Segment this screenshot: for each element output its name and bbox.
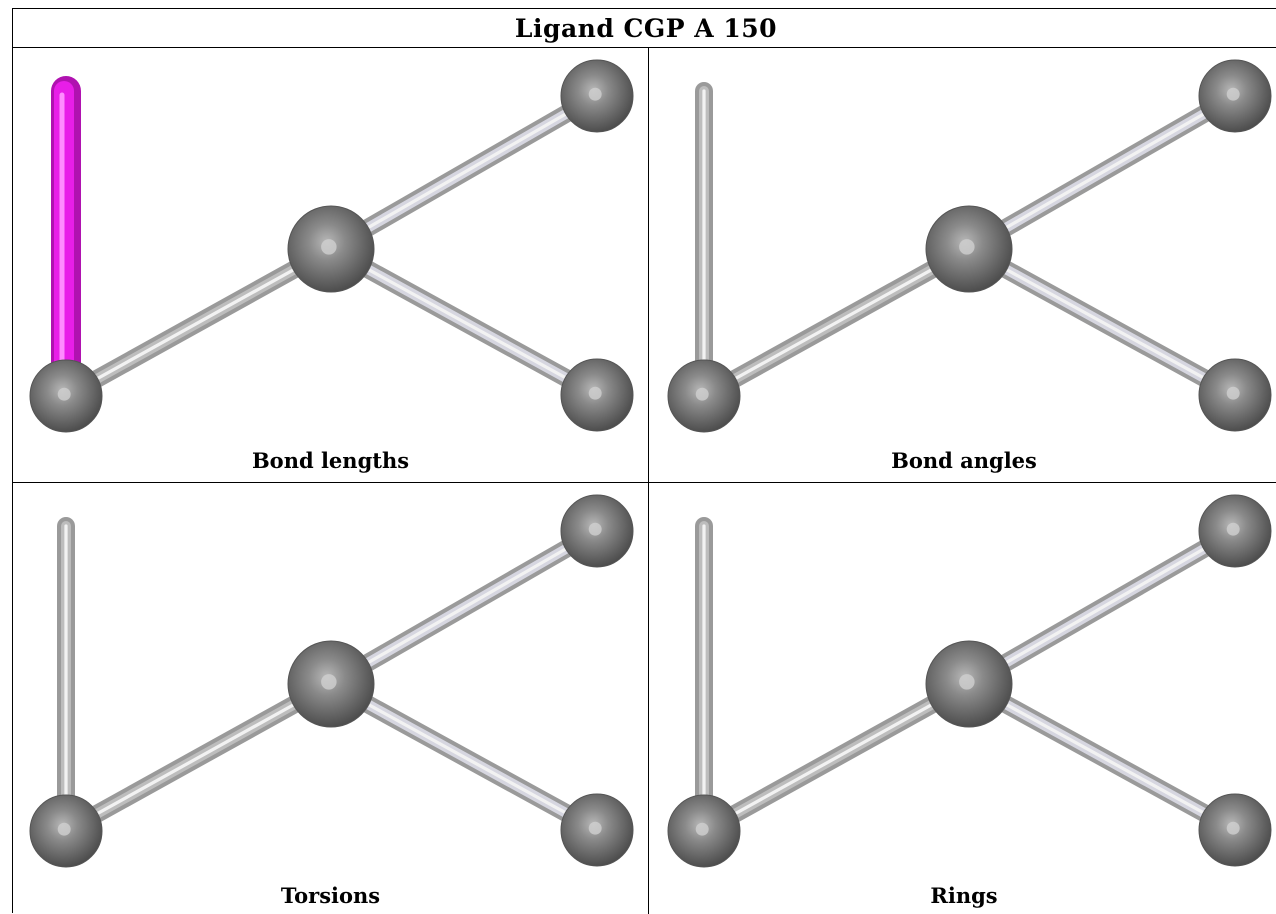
panel-caption: Rings	[930, 883, 998, 908]
atom	[560, 358, 634, 432]
atom	[667, 359, 741, 433]
bond	[695, 240, 978, 405]
panel-bond-lengths: Bond lengths	[13, 48, 649, 483]
panel-caption: Bond angles	[891, 448, 1037, 473]
molecule-render	[667, 59, 1272, 433]
bond	[322, 675, 606, 839]
bond	[57, 240, 340, 405]
figure-table: Ligand CGP A 150 Bond lengths Bond angle…	[12, 8, 1276, 914]
atom	[29, 794, 103, 868]
atom	[667, 794, 741, 868]
bond	[322, 522, 606, 693]
atom	[1198, 793, 1272, 867]
bond	[960, 522, 1244, 693]
atom	[925, 205, 1013, 293]
bond	[322, 240, 606, 404]
bond	[960, 240, 1244, 404]
atom	[560, 494, 634, 568]
atom	[560, 59, 634, 133]
atom	[925, 640, 1013, 728]
panel-caption: Torsions	[280, 883, 381, 908]
atom	[560, 793, 634, 867]
panel-torsions: Torsions	[13, 483, 649, 914]
bond	[960, 675, 1244, 839]
bond	[960, 87, 1244, 258]
molecule-render	[29, 494, 634, 868]
atom	[287, 205, 375, 293]
molecule-render	[29, 59, 634, 433]
bond	[322, 87, 606, 258]
atom	[1198, 358, 1272, 432]
bond	[695, 675, 978, 840]
atom	[287, 640, 375, 728]
bond	[57, 675, 340, 840]
figure-title: Ligand CGP A 150	[13, 9, 1276, 48]
panel-rings: Rings	[649, 483, 1276, 914]
highlighted-bond	[51, 76, 81, 411]
atom	[29, 359, 103, 433]
panel-bond-angles: Bond angles	[649, 48, 1276, 483]
panel-caption: Bond lengths	[251, 448, 410, 473]
atom	[1198, 59, 1272, 133]
atom	[1198, 494, 1272, 568]
molecule-render	[667, 494, 1272, 868]
